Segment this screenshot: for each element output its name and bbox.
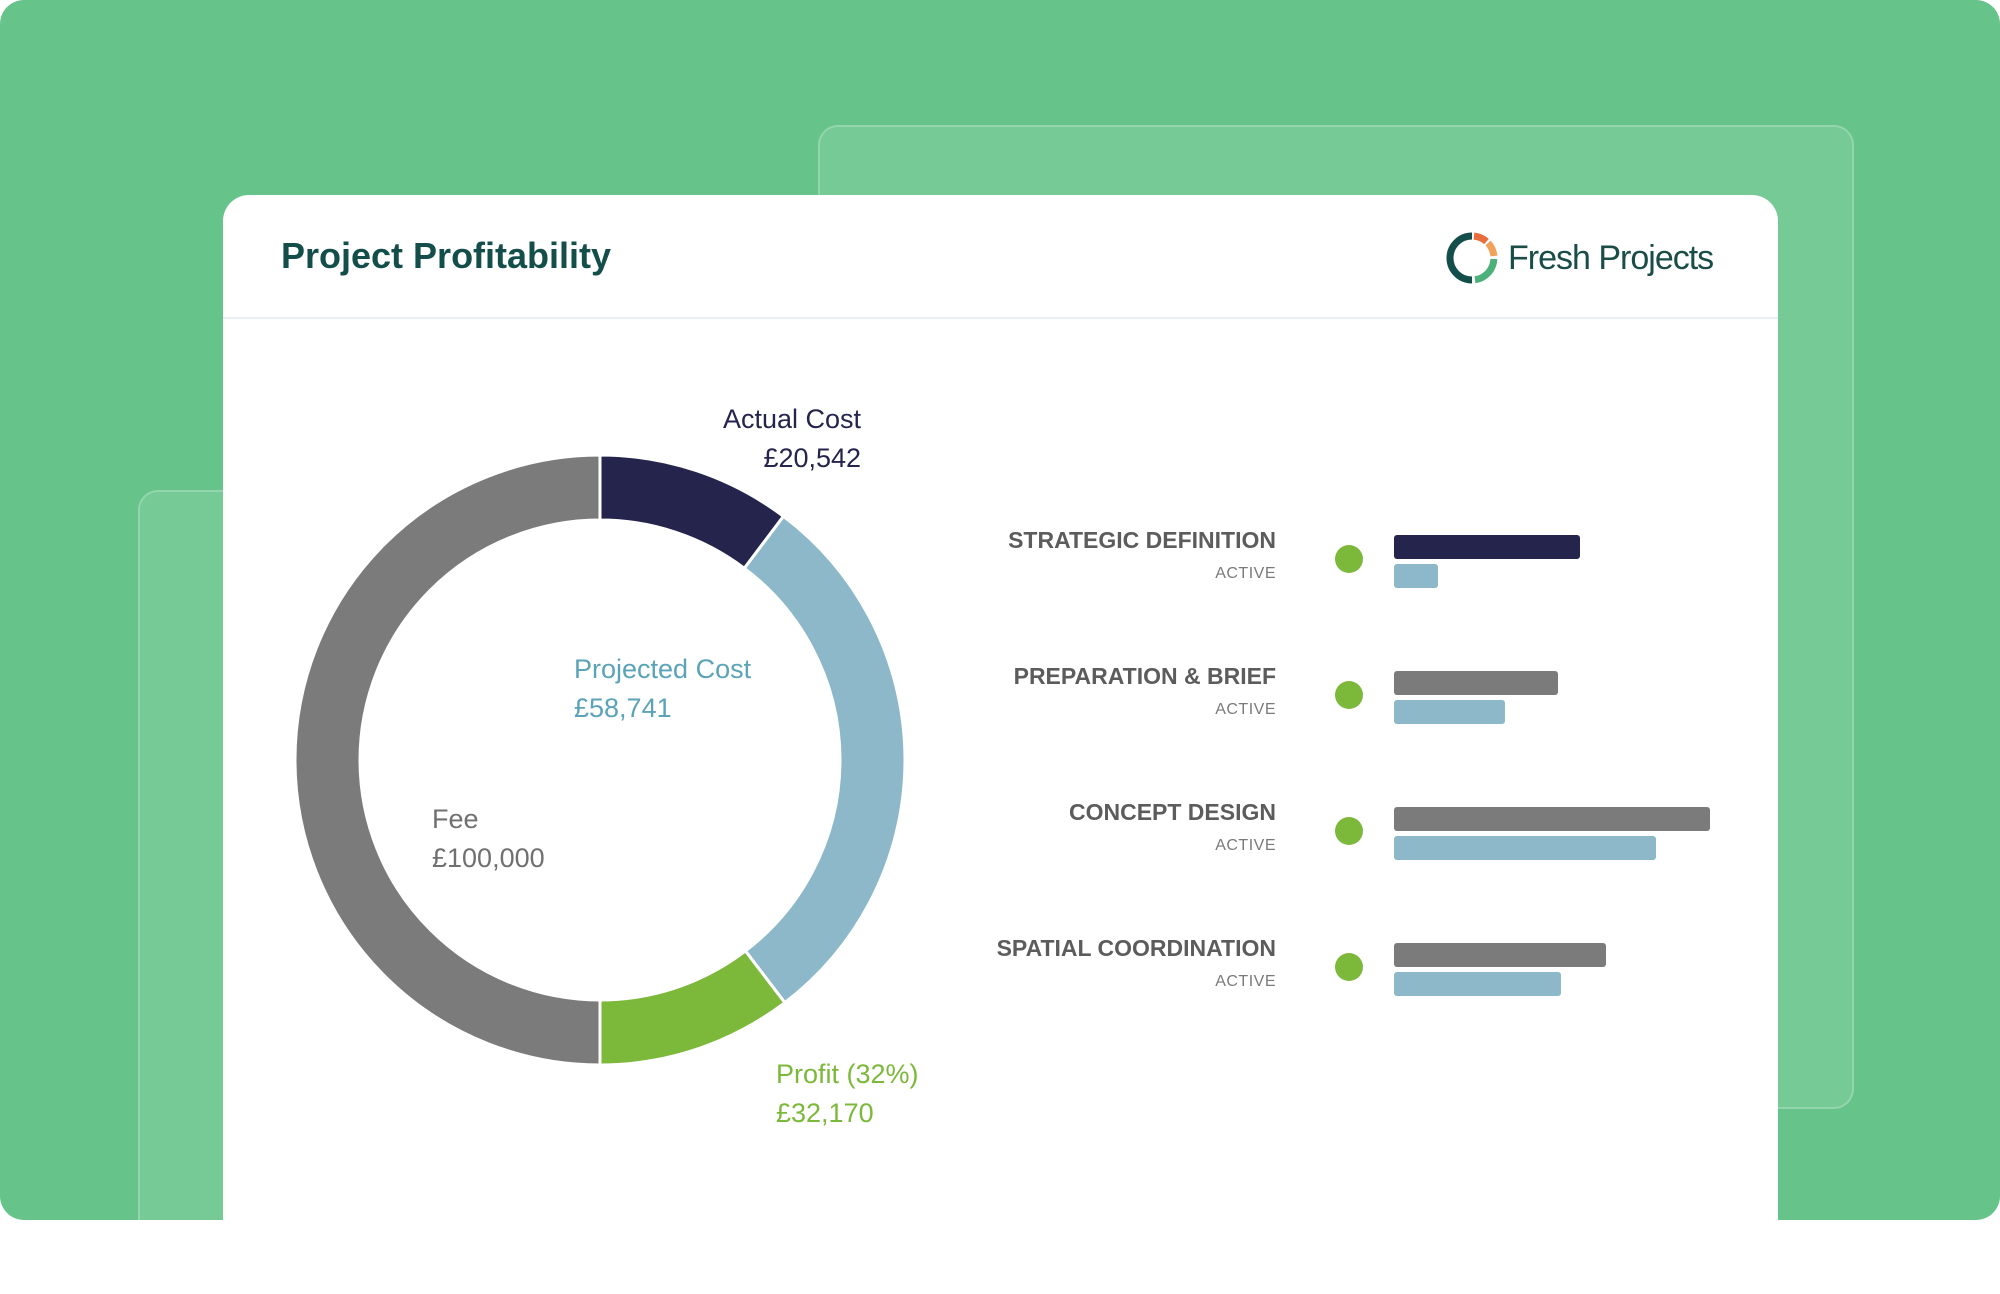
- logo-wordmark: Fresh Projects: [1508, 238, 1714, 277]
- profitability-donut-chart: [295, 455, 905, 1065]
- label-actual-cost: Actual Cost £20,542: [723, 400, 861, 478]
- stage-name-preparation-brief: PREPARATION & BRIEF: [1013, 663, 1276, 689]
- stage-bar-secondary-concept-design: [1394, 836, 1656, 860]
- stage-bar-primary-spatial-coordination: [1394, 943, 1606, 967]
- label-profit-value: £32,170: [776, 1098, 874, 1128]
- label-fee: Fee £100,000: [432, 800, 545, 878]
- stage-status-dot-strategic-definition: [1335, 545, 1363, 573]
- stage-status-dot-concept-design: [1335, 817, 1363, 845]
- card-header: Project Profitability Fresh Projects: [223, 195, 1778, 319]
- stage-name-concept-design: CONCEPT DESIGN: [1068, 799, 1276, 825]
- stage-status-spatial-coordination: ACTIVE: [1215, 973, 1276, 990]
- stage-status-strategic-definition: ACTIVE: [1215, 565, 1276, 582]
- label-projected-cost-value: £58,741: [574, 693, 672, 723]
- stage-bar-primary-preparation-brief: [1394, 671, 1558, 695]
- donut-slice-fee: [295, 455, 602, 1065]
- stage-bar-secondary-spatial-coordination: [1394, 972, 1561, 996]
- label-projected-cost: Projected Cost £58,741: [574, 650, 751, 728]
- brand-logo: Fresh Projects: [1446, 229, 1714, 287]
- stage-status-dot-preparation-brief: [1335, 681, 1363, 709]
- donut-slice-projected-cost: [742, 514, 905, 1005]
- stage-status-preparation-brief: ACTIVE: [1215, 701, 1276, 718]
- fresh-projects-logo-icon: [1446, 232, 1498, 284]
- page-title: Project Profitability: [281, 235, 612, 276]
- label-profit: Profit (32%) £32,170: [776, 1055, 919, 1133]
- stage-bar-secondary-strategic-definition: [1394, 564, 1438, 588]
- stage-status-concept-design: ACTIVE: [1215, 837, 1276, 854]
- stage-bar-secondary-preparation-brief: [1394, 700, 1505, 724]
- label-profit-title: Profit (32%): [776, 1059, 919, 1089]
- stage-bar-primary-strategic-definition: [1394, 535, 1580, 559]
- label-fee-value: £100,000: [432, 843, 545, 873]
- stage-bar-primary-concept-design: [1394, 807, 1710, 831]
- label-projected-cost-title: Projected Cost: [574, 654, 752, 684]
- stage-name-strategic-definition: STRATEGIC DEFINITION: [1008, 527, 1276, 553]
- stage-name-spatial-coordination: SPATIAL COORDINATION: [996, 935, 1276, 961]
- profitability-card: Project Profitability Fresh Projects Act…: [223, 195, 1778, 1255]
- stage-status-dot-spatial-coordination: [1335, 953, 1363, 981]
- label-fee-title: Fee: [432, 804, 479, 834]
- label-actual-cost-title: Actual Cost: [723, 404, 862, 434]
- label-actual-cost-value: £20,542: [763, 443, 862, 473]
